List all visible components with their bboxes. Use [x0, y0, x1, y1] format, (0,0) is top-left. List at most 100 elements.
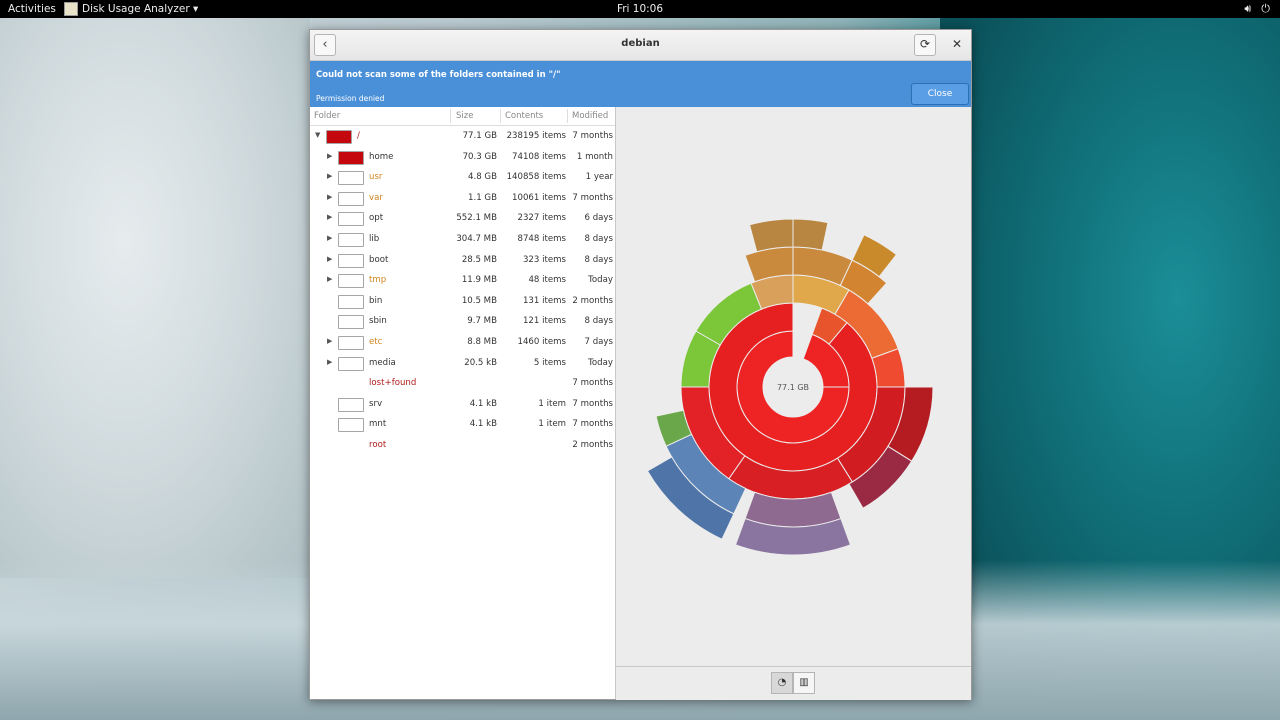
folder-modified: 2 months [572, 439, 613, 450]
expander-closed-icon[interactable]: ▶ [327, 233, 333, 242]
expander-closed-icon[interactable]: ▶ [327, 192, 333, 201]
folder-name: media [369, 357, 396, 368]
usage-swatch [338, 418, 364, 433]
expander-closed-icon[interactable]: ▶ [327, 357, 333, 366]
top-bar: Activities Disk Usage Analyzer ▾ Fri 10:… [0, 0, 1280, 18]
folder-name: opt [369, 213, 384, 224]
expander-closed-icon[interactable]: ▶ [327, 336, 333, 345]
expander-closed-icon[interactable]: ▶ [327, 151, 333, 160]
reload-button[interactable]: ⟳ [914, 34, 936, 56]
folder-contents: 5 items [533, 357, 566, 368]
reload-icon: ⟳ [919, 37, 931, 51]
rings-view-button[interactable]: ◔ [771, 672, 793, 694]
usage-swatch [338, 274, 364, 289]
ring-segment[interactable] [655, 409, 693, 447]
tree-row[interactable]: sbin 9.7 MB 121 items 8 days [310, 311, 615, 332]
column-size[interactable]: Size [456, 111, 474, 121]
folder-contents: 2327 items [517, 213, 567, 224]
expander-closed-icon[interactable]: ▶ [327, 172, 333, 181]
folder-contents: 131 items [522, 295, 566, 306]
ring-segment[interactable] [848, 445, 913, 509]
expander-closed-icon[interactable]: ▶ [327, 213, 333, 222]
volume-icon[interactable]: 🔊︎ [1244, 2, 1252, 15]
chart-center-label: 77.1 GB [777, 383, 809, 392]
tree-row[interactable]: ▶ tmp 11.9 MB 48 items Today [310, 270, 615, 291]
folder-modified: 7 months [572, 378, 613, 389]
ring-segment[interactable] [851, 234, 898, 278]
folder-size: 4.1 kB [469, 419, 497, 430]
folder-size: 70.3 GB [462, 151, 497, 162]
wallpaper-sky [0, 18, 310, 578]
tree-row[interactable]: ▶ var 1.1 GB 10061 items 7 months [310, 188, 615, 209]
folder-size: 20.5 kB [464, 357, 497, 368]
folder-size: 28.5 MB [461, 254, 497, 265]
ring-segment[interactable] [646, 456, 735, 540]
back-icon: ‹ [322, 37, 328, 52]
folder-contents: 238195 items [506, 131, 566, 141]
ring-segment[interactable] [871, 348, 906, 388]
folder-name: home [369, 151, 394, 162]
tree-row[interactable]: ▶ usr 4.8 GB 140858 items 1 year [310, 167, 615, 188]
expander-closed-icon[interactable]: ▶ [327, 275, 333, 284]
folder-size: 11.9 MB [461, 275, 497, 286]
tree-row[interactable]: ▶ media 20.5 kB 5 items Today [310, 353, 615, 374]
usage-swatch [338, 212, 364, 227]
tree-row[interactable]: ▶ opt 552.1 MB 2327 items 6 days [310, 208, 615, 229]
tree-row[interactable]: srv 4.1 kB 1 item 7 months [310, 394, 615, 415]
folder-size: 9.7 MB [467, 316, 497, 327]
folder-name: sbin [369, 316, 387, 327]
tree-row[interactable]: ▶ boot 28.5 MB 323 items 8 days [310, 250, 615, 271]
rings-chart[interactable]: 77.1 GB [616, 107, 971, 666]
tree-row[interactable]: ▼ / 77.1 GB 238195 items 7 months [310, 126, 615, 147]
folder-name: etc [369, 336, 383, 347]
folder-size: 8.8 MB [467, 336, 497, 347]
treemap-chart-icon: ▥ [799, 677, 809, 688]
folder-tree[interactable]: Folder Size Contents Modified ▼ / 77.1 GB 2… [310, 107, 616, 699]
usage-swatch [338, 294, 364, 309]
folder-contents: 8748 items [517, 233, 567, 244]
tree-row[interactable]: root 2 months [310, 435, 615, 456]
close-window-button[interactable]: ✕ [952, 37, 962, 51]
tree-row[interactable]: ▶ etc 8.8 MB 1460 items 7 days [310, 332, 615, 353]
column-modified[interactable]: Modified [572, 111, 609, 121]
folder-contents: 48 items [528, 275, 566, 286]
usage-swatch [338, 397, 364, 412]
column-folder[interactable]: Folder [314, 111, 341, 121]
tree-row[interactable]: bin 10.5 MB 131 items 2 months [310, 291, 615, 312]
column-contents[interactable]: Contents [505, 111, 544, 121]
folder-contents: 121 items [522, 316, 566, 327]
ring-segment[interactable] [792, 218, 829, 251]
treemap-view-button[interactable]: ▥ [793, 672, 815, 694]
folder-modified: Today [588, 275, 613, 286]
activities-button[interactable]: Activities [8, 3, 56, 15]
expander-open-icon[interactable]: ▼ [315, 131, 321, 139]
close-icon: ✕ [951, 37, 962, 51]
folder-modified: 6 days [584, 213, 613, 224]
folder-modified: 7 months [572, 398, 613, 409]
folder-size: 4.8 GB [468, 172, 497, 183]
folder-name: / [357, 131, 360, 141]
window-title: debian [621, 38, 660, 49]
system-status[interactable]: 🔊︎ ⏻ [1244, 0, 1270, 18]
tree-row[interactable]: ▶ home 70.3 GB 74108 items 1 month [310, 147, 615, 168]
folder-contents: 1 item [538, 398, 566, 409]
usage-swatch [338, 150, 364, 165]
app-menu[interactable]: Disk Usage Analyzer ▾ [64, 0, 198, 18]
tree-row[interactable]: ▶ lib 304.7 MB 8748 items 8 days [310, 229, 615, 250]
ring-segment[interactable] [734, 517, 852, 556]
infobar-title: Could not scan some of the folders conta… [316, 70, 561, 80]
folder-modified: 8 days [584, 254, 613, 265]
chart-view-switcher: ◔ ▥ [616, 666, 971, 700]
power-icon[interactable]: ⏻ [1261, 2, 1270, 15]
folder-modified: 7 days [584, 336, 613, 347]
folder-modified: 7 months [572, 419, 613, 430]
ring-segment[interactable] [748, 218, 794, 253]
folder-name: var [369, 192, 383, 203]
ring-center[interactable] [764, 358, 822, 416]
rings-chart-panel[interactable]: 77.1 GB ◔ ▥ [616, 107, 971, 700]
infobar-close-button[interactable]: Close [911, 83, 969, 105]
tree-row[interactable]: mnt 4.1 kB 1 item 7 months [310, 414, 615, 435]
expander-closed-icon[interactable]: ▶ [327, 254, 333, 263]
tree-row[interactable]: lost+found 7 months [310, 373, 615, 394]
back-button[interactable]: ‹ [314, 34, 336, 56]
